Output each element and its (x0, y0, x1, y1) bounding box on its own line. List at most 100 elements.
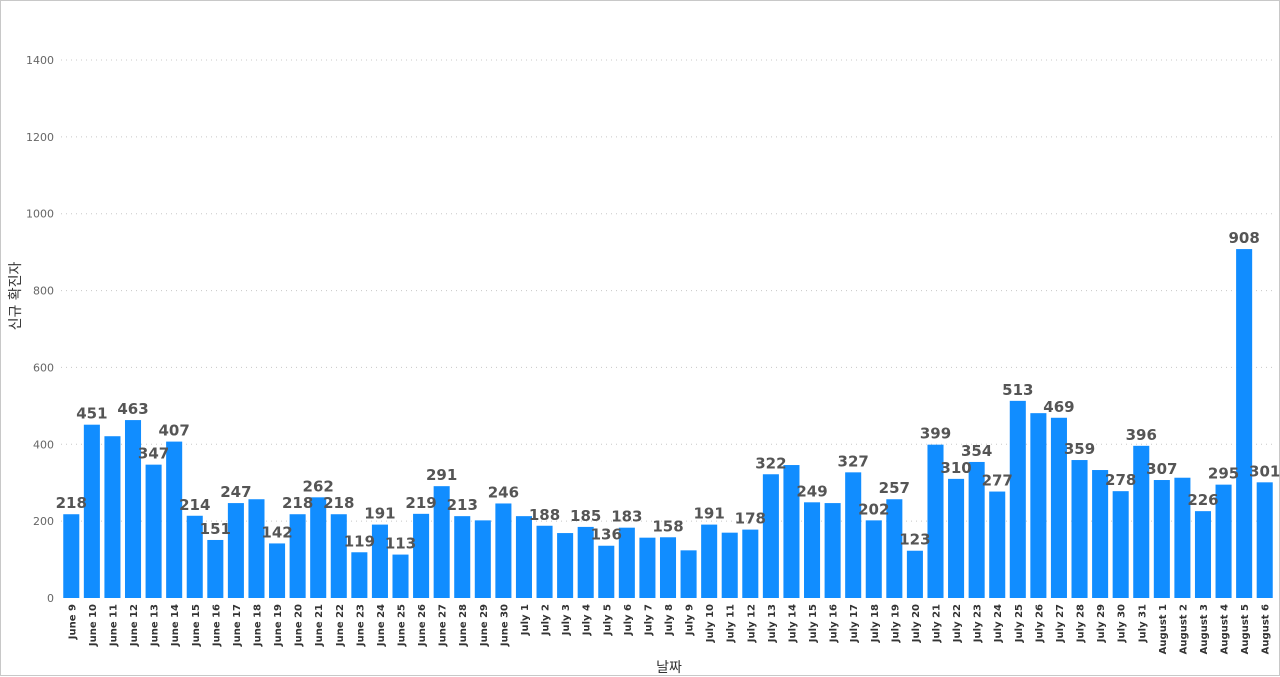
data-label: 307 (1146, 460, 1177, 478)
bar[interactable] (865, 520, 882, 598)
bar[interactable] (906, 550, 923, 598)
bar[interactable] (804, 502, 821, 598)
data-label: 451 (76, 405, 107, 423)
bar[interactable] (1236, 249, 1253, 598)
bar[interactable] (557, 533, 574, 598)
bar[interactable] (392, 554, 409, 598)
data-label: 513 (1002, 381, 1033, 399)
data-label: 113 (385, 535, 416, 553)
bar[interactable] (742, 529, 759, 598)
bar[interactable] (927, 444, 944, 598)
bar[interactable] (207, 539, 224, 598)
bar[interactable] (330, 514, 347, 598)
bar[interactable] (371, 524, 388, 598)
bar[interactable] (83, 424, 100, 598)
y-tick-label: 400 (33, 438, 54, 451)
bar[interactable] (269, 543, 286, 598)
data-label: 310 (940, 459, 971, 477)
data-label: 183 (611, 508, 642, 526)
bar[interactable] (701, 524, 718, 598)
bar[interactable] (824, 503, 841, 598)
x-tick-label: July 20 (911, 604, 922, 643)
bar[interactable] (618, 527, 635, 598)
data-label: 407 (159, 422, 190, 440)
bar[interactable] (948, 478, 965, 598)
x-tick-label: June 25 (397, 604, 408, 647)
data-label: 191 (693, 505, 724, 523)
x-tick-label: June 30 (499, 604, 510, 647)
bar[interactable] (1256, 482, 1273, 598)
bar[interactable] (1009, 400, 1026, 598)
bar[interactable] (1174, 477, 1191, 598)
bar[interactable] (1215, 484, 1232, 598)
bar[interactable] (598, 545, 615, 598)
data-label: 354 (961, 442, 992, 460)
data-label: 396 (1126, 426, 1157, 444)
bar[interactable] (1194, 511, 1212, 598)
x-tick-label: June 29 (479, 604, 490, 647)
bar[interactable] (536, 525, 553, 598)
bar[interactable] (659, 537, 677, 598)
x-tick-label: July 6 (623, 604, 634, 636)
bar[interactable] (63, 514, 80, 598)
data-label: 469 (1043, 398, 1074, 416)
bar[interactable] (351, 552, 368, 598)
bar[interactable] (1112, 491, 1129, 598)
bar[interactable] (783, 465, 800, 598)
data-label: 218 (323, 494, 354, 512)
bar[interactable] (1133, 445, 1150, 598)
bar[interactable] (1030, 413, 1047, 598)
bar[interactable] (495, 503, 512, 598)
data-label: 188 (529, 506, 560, 524)
x-tick-label: June 12 (129, 604, 140, 647)
bar[interactable] (1071, 460, 1088, 598)
data-label: 301 (1249, 462, 1280, 480)
bar[interactable] (989, 491, 1006, 598)
x-tick-label: July 7 (643, 604, 654, 636)
bar[interactable] (433, 486, 450, 598)
bar[interactable] (515, 516, 532, 598)
x-tick-label: June 19 (273, 604, 284, 647)
bar[interactable] (1050, 417, 1067, 598)
bar[interactable] (1092, 470, 1109, 598)
x-tick-label: July 12 (746, 604, 757, 643)
bar[interactable] (289, 514, 306, 598)
x-tick-label: June 10 (88, 604, 99, 647)
bar[interactable] (968, 461, 985, 598)
y-tick-label: 600 (33, 361, 54, 374)
bar[interactable] (248, 499, 265, 598)
bar[interactable] (186, 515, 203, 598)
bar[interactable] (104, 436, 121, 598)
bar[interactable] (227, 503, 244, 598)
data-label: 151 (200, 520, 231, 538)
data-label: 327 (838, 452, 869, 470)
x-tick-label: June 22 (335, 604, 346, 647)
bar[interactable] (474, 520, 491, 598)
x-tick-label: July 30 (1117, 604, 1128, 643)
bar[interactable] (721, 532, 738, 598)
x-tick-label: June 11 (108, 604, 119, 647)
bar[interactable] (845, 472, 862, 598)
x-tick-label: June 27 (438, 604, 449, 647)
data-label: 119 (344, 532, 375, 550)
x-tick-label: July 24 (993, 604, 1004, 643)
bar[interactable] (680, 550, 697, 598)
x-tick-label: June 26 (417, 604, 428, 647)
x-tick-label: July 31 (1137, 604, 1148, 643)
bar[interactable] (639, 537, 656, 598)
bars (63, 249, 1273, 598)
bar[interactable] (1153, 480, 1170, 598)
bar[interactable] (166, 441, 183, 598)
bar[interactable] (124, 420, 142, 598)
bar[interactable] (413, 513, 430, 598)
bar[interactable] (762, 474, 779, 598)
bar[interactable] (145, 464, 162, 598)
data-label: 295 (1208, 465, 1239, 483)
bar[interactable] (310, 497, 327, 598)
x-tick-label: July 1 (520, 604, 531, 636)
bar[interactable] (577, 526, 594, 598)
y-tick-label: 800 (33, 285, 54, 298)
bar[interactable] (454, 516, 471, 598)
bar[interactable] (886, 499, 903, 598)
